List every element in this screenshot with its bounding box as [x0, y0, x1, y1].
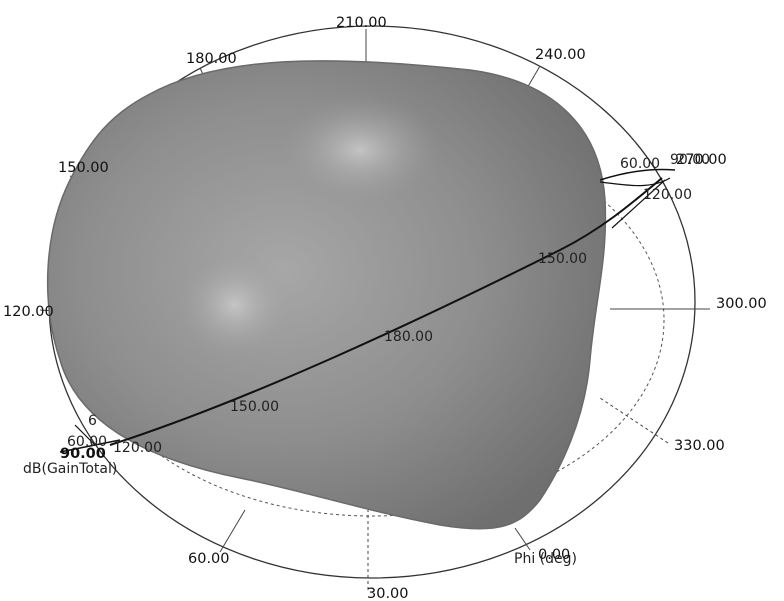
theta-label-6-left: 6: [88, 413, 97, 429]
theta-top-connector: [611, 179, 666, 229]
phi-tick-label-180: 180.00: [186, 51, 237, 67]
theta-label-60-left: 60.00: [67, 434, 107, 450]
theta-label-60-top: 60.00: [620, 156, 660, 172]
phi-tick-label-270: 270.00: [676, 152, 727, 168]
phi-tick-label-240: 240.00: [535, 47, 586, 63]
phi-tick-label-120: 120.00: [3, 304, 54, 320]
theta-label-90-top: 90.00: [670, 152, 710, 168]
phi-tick-label-150: 150.00: [58, 160, 109, 176]
theta-arc: [109, 177, 663, 446]
surface-highlight-2: [175, 250, 295, 360]
theta-label-180: 180.00: [384, 329, 433, 345]
phi-tick-label-60: 60.00: [188, 551, 230, 567]
phi-tick-label-210: 210.00: [336, 15, 387, 31]
phi-tick-label-330: 330.00: [674, 438, 725, 454]
theta-label-150-right: 150.00: [538, 251, 587, 267]
phi-tick-330: [599, 397, 669, 444]
quantity-label: dB(GainTotal): [23, 461, 117, 477]
phi-tick-label-30: 30.00: [367, 586, 409, 601]
phi-axis-title: Phi (deg): [514, 551, 577, 567]
theta-label-90-left: 90.00: [60, 446, 106, 462]
phi-tick-label-300: 300.00: [716, 296, 767, 312]
theta-label-150-left: 150.00: [230, 399, 279, 415]
phi-tick-0: [514, 527, 531, 551]
surface-highlight-1: [280, 95, 440, 205]
origin-axis-1: [59, 439, 121, 453]
theta-label-120-left: 120.00: [113, 440, 162, 456]
theta-label-120-top: 120.00: [643, 187, 692, 203]
theta-arc-top: [599, 168, 676, 181]
radiation-surface: [46, 60, 607, 530]
phi-tick-60: [219, 509, 246, 553]
origin-axis-2: [74, 424, 96, 446]
phi-tick-label-0: 0.00: [538, 547, 570, 563]
